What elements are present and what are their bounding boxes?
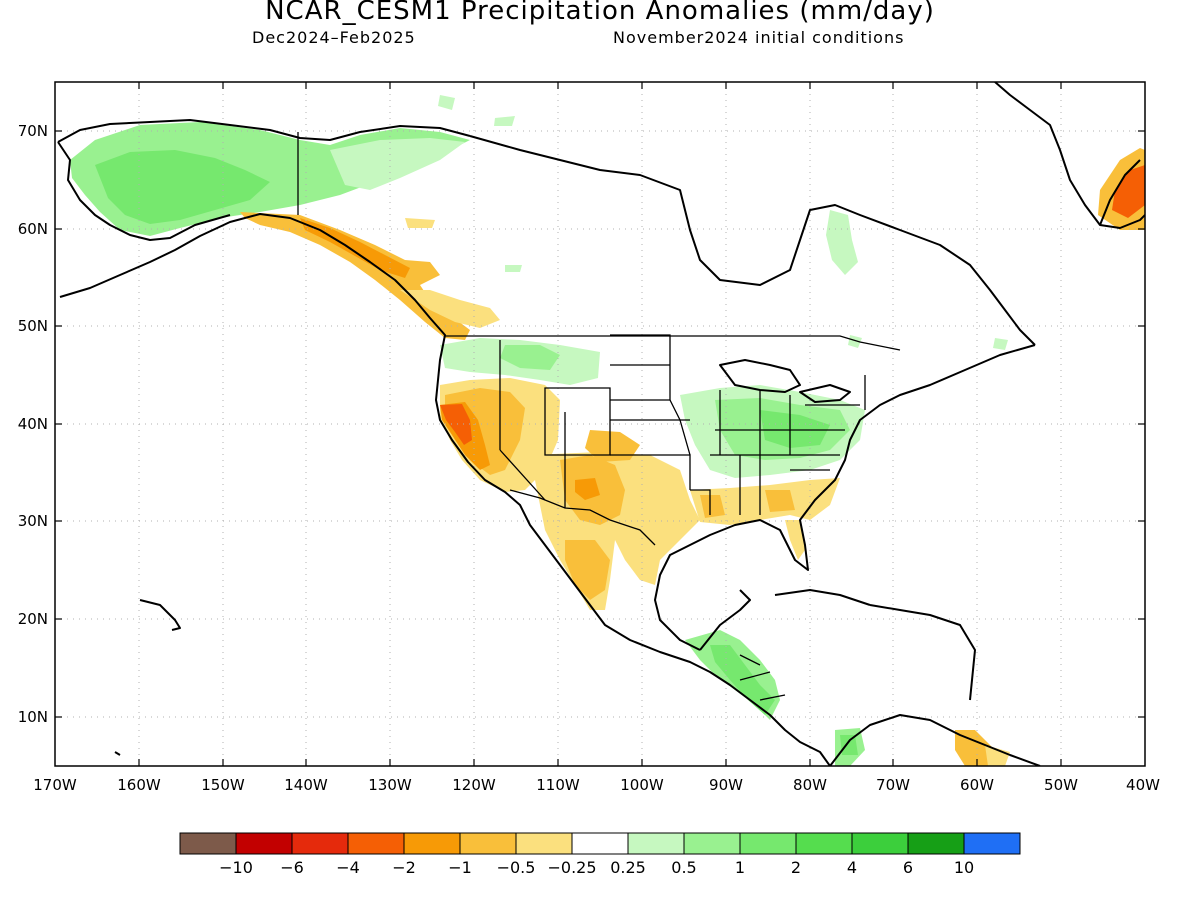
lon-label: 150W [201,776,245,794]
lat-label: 70N [18,122,48,140]
lon-label: 110W [536,776,580,794]
lon-ticks [138,82,1062,766]
lon-label: 50W [1044,776,1078,794]
lon-label: 130W [368,776,412,794]
lat-label: 20N [18,610,48,628]
map-title: NCAR_CESM1 Precipitation Anomalies (mm/d… [265,0,935,26]
legend-swatch [739,832,797,855]
legend-label: 0.25 [610,858,646,877]
legend-swatch [907,832,965,855]
graticule [55,82,1145,766]
lon-label: 140W [284,776,328,794]
legend-label: −10 [219,858,253,877]
legend-label: 4 [847,858,857,877]
lon-label: 120W [452,776,496,794]
legend-swatch [795,832,853,855]
legend-swatch [515,832,573,855]
initial-conditions: November2024 initial conditions [613,28,905,47]
legend-label: 6 [903,858,913,877]
lon-label: 80W [793,776,827,794]
legend-swatch [179,832,237,855]
legend-swatch [347,832,405,855]
legend-label: −1 [448,858,472,877]
lon-label: 160W [117,776,161,794]
anomaly-yukon-light-wet [330,138,465,190]
legend-label: −4 [336,858,360,877]
anomaly-alaska-core-wet [95,150,270,224]
lat-label: 30N [18,512,48,530]
lat-label: 40N [18,415,48,433]
legend-swatch [963,832,1021,855]
legend-label: −6 [280,858,304,877]
legend-label: 1 [735,858,745,877]
lat-label: 10N [18,708,48,726]
legend-swatch [235,832,293,855]
legend-label: 2 [791,858,801,877]
legend-swatch [459,832,517,855]
lon-label: 100W [620,776,664,794]
legend-swatch [683,832,741,855]
legend-swatch [403,832,461,855]
coastlines [57,82,1145,766]
forecast-period: Dec2024–Feb2025 [252,28,416,47]
lat-label: 50N [18,317,48,335]
legend-label: 10 [954,858,974,877]
legend-swatch [851,832,909,855]
anomaly-bc-coast-dry [240,212,470,340]
legend-label: −2 [392,858,416,877]
lat-label: 60N [18,220,48,238]
political-boundaries [297,132,901,701]
legend-label: −0.25 [547,858,596,877]
anomaly-california-strong-dry [440,404,472,445]
lon-label: 90W [709,776,743,794]
lon-label: 40W [1126,776,1160,794]
legend-swatch [627,832,685,855]
lon-label: 170W [33,776,77,794]
legend-label: −0.5 [497,858,536,877]
legend-swatch [571,832,629,855]
lon-label: 60W [960,776,994,794]
legend-label: 0.5 [671,858,696,877]
lat-ticks [55,130,1145,718]
color-scale-legend: −10 −6 −4 −2 −1 −0.5 −0.25 0.25 0.5 1 2 … [179,832,1021,877]
lon-label: 70W [876,776,910,794]
legend-swatch [291,832,349,855]
